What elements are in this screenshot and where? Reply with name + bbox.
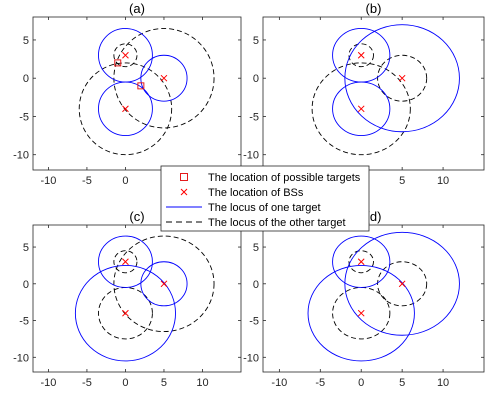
x-tick-label: -5 [82, 377, 92, 389]
x-tick-label: 5 [399, 175, 405, 187]
legend-square-marker [180, 173, 188, 181]
locus-one-circle [140, 54, 188, 102]
x-tick-label: -10 [271, 377, 287, 389]
x-tick-label: 0 [122, 377, 128, 389]
y-tick-label: -5 [19, 316, 29, 328]
x-tick-label: 0 [122, 175, 128, 187]
x-tick-label: 10 [196, 377, 208, 389]
y-tick-label: -5 [249, 111, 259, 123]
plot-area [307, 231, 460, 362]
bs-marker [357, 309, 365, 317]
bs-marker [122, 309, 129, 317]
axes-box [262, 224, 485, 373]
locus-other-circle [377, 261, 428, 307]
legend-x-marker [180, 188, 188, 196]
bs-marker [357, 258, 365, 266]
legend-label: The location of possible targets [208, 172, 361, 184]
y-tick-label: 0 [23, 279, 29, 291]
legend-box [160, 165, 370, 232]
locus-other-circle [348, 43, 374, 68]
panel-c: -10 -5 0 5 10 -10 -5 0 5 (c) [13, 209, 242, 389]
locus-one-circle [140, 261, 188, 307]
x-tick-label: 5 [399, 377, 405, 389]
x-tick-label: 10 [437, 175, 449, 187]
locus-other-circle [113, 235, 215, 333]
y-tick-label: -5 [19, 111, 29, 123]
panel-title: (b) [366, 1, 382, 16]
x-tick-label: -10 [40, 175, 56, 187]
locus-other-circle [311, 62, 411, 156]
x-tick-label: 5 [161, 377, 167, 389]
y-tick-label: 5 [253, 35, 259, 47]
legend-label: The locus of one target [208, 202, 321, 214]
locus-one-circle [98, 81, 153, 137]
x-tick-label: -5 [82, 175, 92, 187]
panel-title: (d) [366, 209, 382, 224]
x-tick-label: -10 [40, 377, 56, 389]
locus-other-circle [78, 62, 173, 156]
plot-area [74, 235, 215, 362]
y-tick-label: 5 [23, 35, 29, 47]
y-tick-label: 5 [23, 242, 29, 254]
locus-one-circle [344, 24, 460, 133]
legend-label: The location of BSs [208, 187, 304, 199]
y-tick-label: -5 [249, 316, 259, 328]
axes-box [32, 16, 242, 171]
x-tick-label: 0 [358, 377, 364, 389]
bs-marker [357, 105, 365, 113]
legend-label: The locus of the other target [208, 217, 346, 229]
y-tick-label: 0 [23, 73, 29, 85]
bs-marker [122, 51, 129, 59]
bs-marker [160, 280, 168, 288]
y-tick-label: -10 [243, 352, 259, 364]
panel-title: (a) [129, 1, 145, 16]
plot-area [78, 28, 215, 156]
bs-marker [160, 74, 168, 82]
target-marker [137, 82, 145, 90]
bs-marker [122, 258, 129, 266]
locus-other-circle [113, 43, 138, 68]
y-tick-label: 0 [253, 73, 259, 85]
panel-d: -10 -5 0 5 10 -10 -5 0 5 (d) [243, 209, 485, 389]
bs-marker [357, 51, 365, 59]
y-tick-label: 5 [253, 242, 259, 254]
axes-box [262, 16, 485, 171]
bs-marker [122, 105, 129, 113]
y-tick-label: 0 [253, 279, 259, 291]
locus-one-circle [344, 231, 460, 336]
locus-one-circle [332, 81, 391, 137]
axes-box [32, 224, 242, 373]
y-tick-label: -10 [13, 352, 29, 364]
locus-other-circle [348, 250, 374, 274]
panel-title: (c) [129, 209, 144, 224]
locus-one-circle [74, 264, 176, 362]
locus-other-circle [332, 287, 391, 340]
locus-other-circle [113, 28, 215, 129]
target-marker [114, 59, 122, 67]
y-tick-label: -10 [243, 150, 259, 162]
x-tick-label: 10 [437, 377, 449, 389]
locus-one-circle [98, 235, 153, 288]
y-tick-label: -10 [13, 150, 29, 162]
locus-other-circle [113, 250, 138, 274]
bs-marker [398, 280, 406, 288]
locus-other-circle [377, 54, 428, 102]
bs-marker [398, 74, 406, 82]
locus-one-circle [332, 235, 391, 288]
x-tick-label: -5 [315, 377, 325, 389]
legend: The location of possible targets The loca… [160, 165, 370, 232]
locus-one-circle [307, 264, 415, 362]
plot-area [311, 24, 460, 156]
